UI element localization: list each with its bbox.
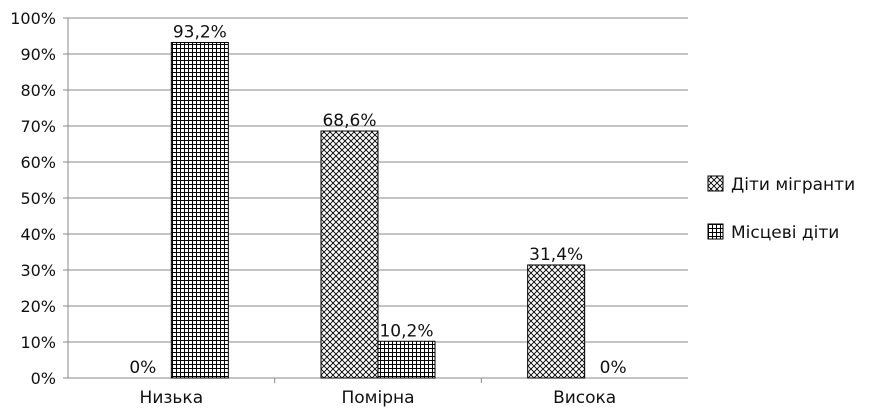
- y-tick-label: 80%: [20, 81, 56, 100]
- data-label: 10,2%: [379, 321, 433, 341]
- y-tick-label: 50%: [20, 189, 56, 208]
- legend-label: Діти мігранти: [731, 175, 855, 195]
- data-label: 0%: [129, 358, 156, 378]
- legend-label: Місцеві діти: [731, 223, 839, 243]
- y-tick-label: 60%: [20, 153, 56, 172]
- y-tick-label: 30%: [20, 261, 56, 280]
- data-labels: 0% 93,2% 68,6% 10,2% 31,4% 0%: [129, 22, 626, 378]
- axes: 0% 10% 20% 30% 40% 50% 60% 70% 80% 90% 100% Низька П…: [10, 9, 688, 408]
- bar: [527, 264, 586, 379]
- data-label: 93,2%: [173, 22, 227, 42]
- bar: [170, 41, 229, 379]
- data-label: 0%: [600, 358, 627, 378]
- data-label: 31,4%: [529, 245, 583, 265]
- bars: [170, 41, 586, 379]
- bar: [320, 130, 379, 379]
- y-tick-label: 100%: [10, 9, 56, 28]
- y-tick-label: 10%: [20, 333, 56, 352]
- y-tick-label: 70%: [20, 117, 56, 136]
- data-label: 68,6%: [322, 111, 376, 131]
- legend-swatch: [707, 223, 724, 240]
- category-label: Висока: [553, 388, 616, 408]
- y-tick-label: 0%: [31, 369, 56, 388]
- category-label: Низька: [140, 388, 204, 408]
- legend-swatch: [707, 175, 724, 192]
- y-tick-label: 40%: [20, 225, 56, 244]
- bar: [377, 340, 436, 379]
- legend: Діти мігранти Місцеві діти: [707, 175, 855, 243]
- y-tick-label: 20%: [20, 297, 56, 316]
- category-label: Помірна: [341, 388, 414, 408]
- y-tick-label: 90%: [20, 45, 56, 64]
